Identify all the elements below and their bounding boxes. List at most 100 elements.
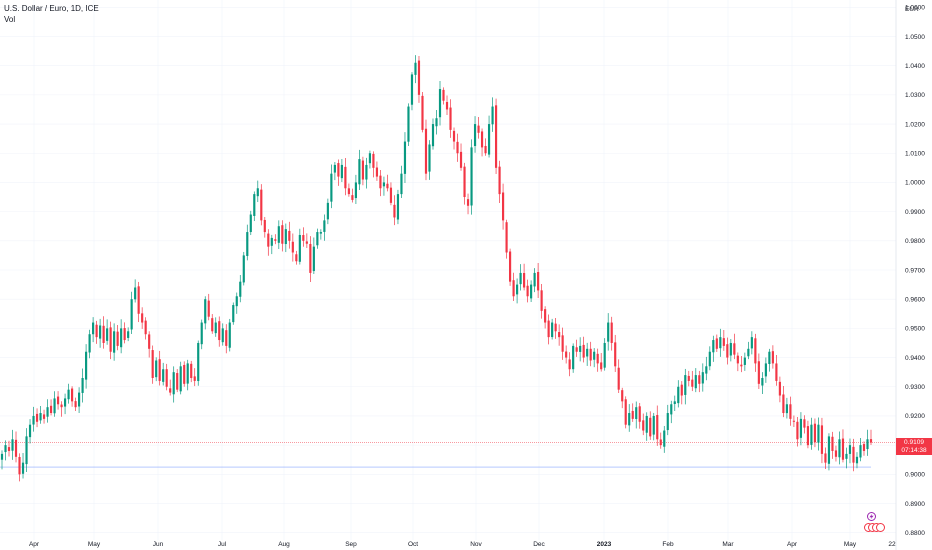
candle — [810, 417, 813, 450]
candle — [204, 296, 207, 330]
candle — [424, 119, 428, 181]
candle — [386, 174, 389, 192]
time-tick-label: Mar — [722, 541, 734, 548]
candle — [431, 118, 435, 150]
candle — [183, 361, 186, 387]
time-axis[interactable]: Apr May Jun Jul Aug Sep Oct Nov Dec 2023 Feb Mar Apr… — [29, 541, 896, 548]
candle — [642, 413, 645, 436]
candle — [172, 366, 175, 403]
candle — [824, 447, 827, 469]
time-tick-label: Apr — [29, 541, 40, 548]
candle — [635, 401, 638, 429]
candle — [81, 368, 84, 403]
candle — [165, 363, 168, 391]
price-axis-unit: EUR — [905, 6, 919, 13]
candle — [456, 133, 459, 162]
candle — [831, 431, 834, 459]
candle — [295, 250, 298, 265]
candle — [242, 251, 245, 286]
candle — [302, 227, 305, 247]
candle — [21, 453, 25, 479]
candle — [466, 193, 470, 215]
price-tick-label: 0.8900 — [905, 501, 925, 508]
candle — [221, 323, 224, 346]
candle — [743, 352, 746, 371]
candle — [347, 183, 350, 197]
candle — [162, 362, 165, 386]
time-tick-label: Feb — [662, 541, 674, 548]
price-tick-label: 1.0500 — [905, 34, 925, 41]
candle — [628, 404, 631, 432]
candle — [775, 355, 778, 386]
candle — [459, 143, 463, 171]
candle — [67, 383, 70, 404]
candle — [614, 334, 617, 372]
candle — [673, 395, 676, 411]
candle — [179, 361, 182, 395]
time-tick-label: Nov — [470, 541, 482, 548]
candle — [291, 233, 294, 262]
candle — [372, 151, 375, 178]
candle — [288, 221, 291, 249]
last-price-tag: 0.9109 07:14:38 — [896, 437, 932, 455]
candle — [680, 381, 683, 405]
candle — [102, 316, 105, 349]
candle — [551, 318, 554, 340]
candle — [260, 184, 263, 226]
candle — [298, 228, 301, 265]
candle — [663, 425, 666, 453]
candle — [277, 220, 280, 250]
candle — [253, 191, 256, 222]
candle — [193, 368, 196, 387]
candle — [561, 327, 564, 360]
candle — [333, 162, 336, 181]
candle — [28, 419, 32, 444]
candle — [589, 341, 592, 367]
candle — [319, 229, 322, 240]
candle — [141, 307, 144, 329]
lightning-icon[interactable] — [867, 512, 876, 521]
candle — [845, 447, 848, 469]
candle — [540, 283, 543, 319]
candle — [813, 418, 817, 448]
price-tick-label: 0.9900 — [905, 209, 925, 216]
flags-icon[interactable] — [864, 523, 888, 533]
last-price-value: 0.9109 — [904, 438, 924, 446]
volume-indicator-label[interactable]: Vol — [4, 15, 16, 24]
candle — [78, 387, 81, 414]
candle — [435, 109, 438, 135]
candle — [778, 376, 781, 403]
candle — [92, 317, 95, 343]
candle — [656, 405, 659, 446]
candle — [393, 195, 396, 226]
candle — [88, 329, 91, 359]
candle — [410, 72, 414, 111]
candle — [508, 248, 512, 286]
candle — [113, 323, 116, 361]
candle — [677, 380, 680, 408]
candle — [0, 450, 4, 470]
candle — [267, 229, 270, 256]
candle — [452, 127, 456, 150]
candle — [407, 103, 410, 147]
candle — [176, 369, 179, 393]
symbol-title[interactable]: U.S. Dollar / Euro, 1D, ICE — [4, 4, 99, 13]
candle — [726, 337, 729, 365]
candle — [442, 87, 445, 105]
candle — [586, 342, 589, 366]
candle — [70, 386, 74, 407]
candle — [438, 81, 442, 126]
price-axis[interactable]: 1.0600 1.0500 1.0400 1.0300 1.0200 1.0100 1.00… — [905, 5, 925, 537]
candle — [316, 228, 319, 249]
candle — [649, 411, 652, 440]
candle — [792, 415, 795, 428]
candle — [32, 406, 35, 432]
candle — [565, 345, 568, 364]
candle — [200, 319, 203, 350]
candle — [764, 357, 767, 383]
candle — [817, 417, 820, 451]
candle — [505, 219, 508, 259]
candle — [207, 293, 210, 321]
candle — [127, 327, 130, 342]
